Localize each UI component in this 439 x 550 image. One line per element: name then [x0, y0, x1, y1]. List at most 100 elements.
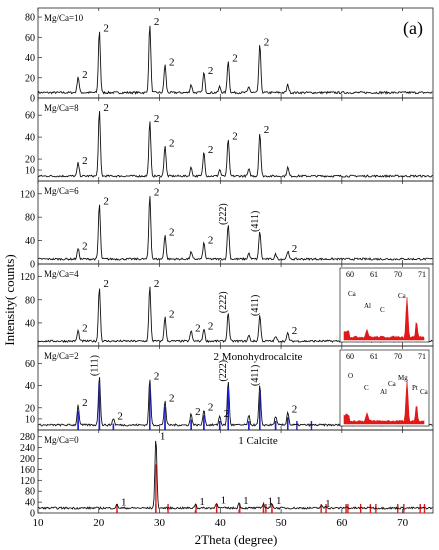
pattern-trace	[37, 25, 433, 95]
peak-label: 2	[103, 195, 109, 207]
x-tick-label: 10	[33, 517, 45, 529]
peak-label: (411)	[250, 211, 261, 232]
peak-label: 1	[199, 496, 205, 508]
peak-label: 2	[208, 65, 214, 77]
eds-inset: 60 61 70 71 Ca Al C Ca	[339, 267, 430, 343]
peak-label: 2	[154, 278, 160, 290]
peak-label: 1	[221, 495, 227, 507]
legend-text: 2 Monohydrocalcite	[214, 351, 303, 363]
y-tick-label: 80	[25, 487, 35, 498]
y-tick-label: 200	[20, 454, 35, 465]
figure-panel-id: (a)	[403, 18, 423, 39]
peak-label: 2	[208, 401, 214, 413]
eds-peak-label: Pt	[412, 384, 418, 392]
y-tick-label: 60	[25, 111, 35, 122]
peak-label: 2	[154, 113, 160, 125]
y-tick-label: 40	[25, 498, 35, 509]
panel-frame	[37, 429, 434, 514]
peak-label: 2	[208, 235, 214, 247]
y-tick-label: 120	[20, 189, 35, 200]
inset-tick-label: 60	[346, 270, 354, 279]
eds-peak-label: Ca	[388, 380, 397, 388]
peak-label: 2	[82, 69, 88, 81]
peak-label: 1	[267, 496, 273, 508]
x-tick-labels: 10 20 30 40 50 60 70	[33, 517, 409, 529]
inset-tick-label: 70	[394, 352, 402, 361]
x-tick-label: 30	[154, 517, 166, 529]
peak-label: 1	[121, 497, 127, 509]
x-tick-label: 20	[93, 517, 105, 529]
inset-tick-label: 60	[346, 352, 354, 361]
eds-peak-label: Ca	[398, 292, 407, 300]
inset-tick-label: 61	[370, 352, 378, 361]
peak-label: 2	[292, 325, 298, 337]
eds-peak-label: Al	[380, 388, 387, 396]
pattern-trace	[38, 110, 433, 179]
peak-label: 2	[224, 408, 230, 420]
y-tick-label: 80	[25, 295, 35, 306]
inset-frame	[339, 349, 430, 427]
y-tick-label: 40	[25, 381, 35, 392]
y-tick-label: 20	[25, 73, 35, 84]
y-tick-label: 20	[25, 403, 35, 414]
eds-peak-label: C	[364, 384, 369, 392]
peak-label: 1	[325, 498, 331, 510]
peak-label: 2	[154, 370, 160, 382]
y-tick-label: 280	[20, 432, 35, 443]
peak-label: 2	[117, 410, 123, 422]
peak-label: 1	[243, 495, 249, 507]
y-tick-label: 0	[30, 509, 35, 520]
y-tick-label: 80	[25, 13, 35, 24]
pattern-trace	[37, 440, 433, 511]
panel-label: Mg/Ca=10	[44, 13, 84, 23]
peak-label: 2	[292, 243, 298, 255]
peak-label: (222)	[218, 360, 229, 382]
eds-spectrum	[343, 380, 425, 425]
peak-label: (222)	[218, 203, 229, 225]
peak-label: 2	[195, 323, 201, 335]
y-tick-label: 40	[25, 53, 35, 64]
peak-label: 2	[232, 53, 238, 65]
y-tick-label: 0	[30, 260, 35, 271]
peak-label: 2	[232, 131, 238, 143]
peak-label: 2	[264, 36, 270, 48]
x-tick-label: 40	[215, 517, 227, 529]
y-tick-label: 20	[25, 155, 35, 166]
y-tick-label: 40	[25, 133, 35, 144]
y-tick-label: 120	[20, 476, 35, 487]
y-tick-label: 0	[30, 94, 35, 105]
y-axis-label: Intensity( counts)	[2, 254, 17, 345]
y-tick-label: 80	[25, 213, 35, 224]
peak-label: 2	[169, 393, 175, 405]
peak-label: 2	[154, 187, 160, 199]
y-tick-label: 240	[20, 443, 35, 454]
y-tick-label: 160	[20, 465, 35, 476]
peak-label: 2	[82, 240, 88, 252]
peak-label: 2	[195, 406, 201, 418]
y-tick-label: 10	[25, 166, 35, 177]
peak-label: 1	[160, 431, 166, 443]
peak-label: 2	[169, 309, 175, 321]
peak-label: 2	[103, 22, 109, 34]
panel-1: 0 20 40 60 80 2 2 2 2 2 2 2 Mg/Ca=10 (a)	[25, 7, 434, 105]
peak-label: 2	[292, 404, 298, 416]
peak-label: (222)	[218, 291, 229, 313]
y-tick-label: 40	[25, 236, 35, 247]
peak-label: (111)	[89, 355, 100, 376]
panel-label: Mg/Ca=0	[44, 435, 79, 445]
peak-label: (411)	[250, 295, 261, 316]
peak-label: 2	[103, 278, 109, 290]
panel-label: Mg/Ca=4	[44, 269, 79, 279]
peak-label: 2	[82, 155, 88, 167]
inset-tick-label: 61	[370, 270, 378, 279]
eds-peak-label: Ca	[348, 290, 357, 298]
eds-peak-label: O	[348, 372, 353, 380]
y-tick-label: 60	[25, 359, 35, 370]
peak-label: 1	[276, 495, 282, 507]
x-tick-label: 60	[336, 517, 348, 529]
